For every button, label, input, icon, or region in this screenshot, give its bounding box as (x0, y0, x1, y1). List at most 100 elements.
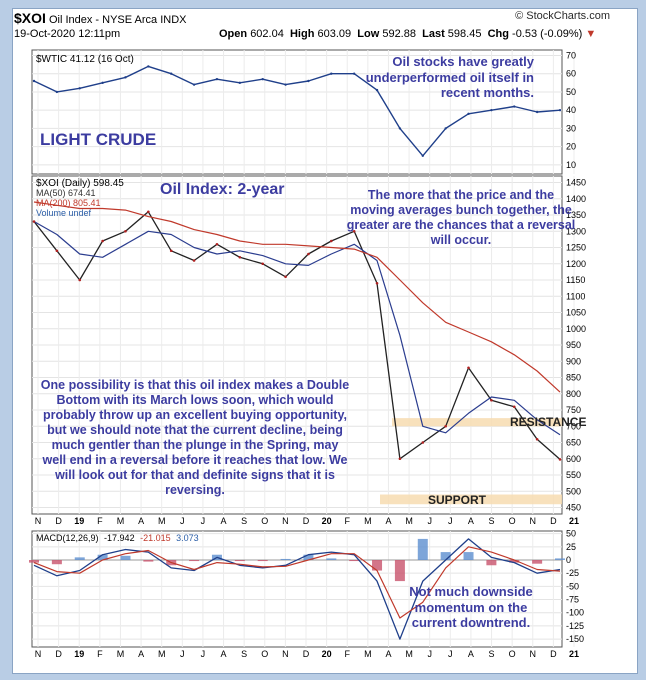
wtic-point (78, 87, 81, 90)
x-tick-label: A (138, 516, 144, 526)
wtic-point (284, 83, 287, 86)
x-tick-label: M (364, 516, 372, 526)
x-tick-label: O (509, 649, 516, 659)
y-tick-label: -25 (566, 568, 579, 578)
y-tick-label: -100 (566, 608, 584, 618)
wtic-point (558, 108, 562, 112)
y-tick-label: -125 (566, 621, 584, 631)
wtic-point (467, 112, 470, 116)
wtic-point (513, 105, 516, 108)
x-tick-label: 19 (74, 516, 84, 526)
macd-histogram-bar (257, 560, 268, 562)
support-label: SUPPORT (428, 493, 487, 507)
xoi-point (192, 259, 196, 262)
xoi-point (55, 249, 59, 253)
xoi-point (490, 398, 493, 402)
datetime: 19-Oct-2020 12:11pm (14, 28, 121, 40)
x-tick-label: F (344, 516, 350, 526)
xoi-point (512, 405, 516, 409)
x-tick-label: O (261, 649, 268, 659)
macd-histogram-bar (394, 560, 405, 582)
xoi-point (444, 424, 447, 428)
wtic-point (147, 65, 150, 68)
source-label[interactable]: © StockCharts.com (515, 10, 610, 22)
y-tick-label: 50 (566, 87, 576, 97)
double-bottom-note: One possibility is that this oil index m… (40, 378, 350, 497)
y-tick-label: 550 (566, 470, 581, 480)
quote-row: 19-Oct-2020 12:11pm Open 602.04 High 603… (14, 28, 614, 40)
wtic-point (238, 81, 242, 85)
wtic-point (444, 127, 447, 130)
x-tick-label: 20 (322, 516, 332, 526)
x-tick-label: A (468, 649, 474, 659)
xoi-point (375, 281, 379, 285)
macd-histogram-bar (349, 560, 360, 562)
x-tick-label: S (241, 516, 247, 526)
xoi-point (261, 262, 264, 266)
xoi-point (398, 457, 402, 461)
y-tick-label: 850 (566, 373, 581, 383)
x-tick-label: D (550, 516, 557, 526)
x-tick-label: A (221, 649, 227, 659)
bunch-note: The more that the price and the moving a… (346, 188, 576, 247)
wtic-point (215, 77, 219, 81)
wtic-line (33, 65, 561, 157)
macd-histogram-bar (486, 560, 497, 566)
y-tick-label: 1100 (566, 291, 585, 301)
symbol: $XOI (14, 10, 46, 26)
macd-histogram-bar (532, 560, 543, 564)
resistance-label: RESISTANCE (510, 415, 587, 429)
xoi-point (101, 239, 104, 243)
x-tick-label: 19 (74, 649, 84, 659)
y-tick-label: 0 (566, 555, 571, 565)
ma50-legend: MA(50) 674.41 (36, 188, 96, 198)
xoi-point (535, 437, 539, 441)
wtic-point (32, 79, 36, 83)
x-tick-label: N (530, 649, 537, 659)
y-tick-label: -150 (566, 634, 584, 644)
y-tick-label: 1250 (566, 243, 586, 253)
wtic-point (375, 88, 379, 92)
macd-histogram-bar (463, 552, 474, 560)
x-tick-label: M (405, 649, 413, 659)
y-tick-label: 60 (566, 69, 576, 79)
y-tick-label: 750 (566, 405, 581, 415)
x-tick-label: J (427, 516, 432, 526)
x-tick-label: A (385, 516, 391, 526)
xoi-point (238, 255, 242, 259)
signal-line (33, 546, 561, 619)
x-tick-label: D (303, 516, 310, 526)
x-tick-label: A (385, 649, 391, 659)
y-tick-label: 450 (566, 503, 581, 513)
x-tick-label: A (221, 516, 227, 526)
y-tick-label: 950 (566, 340, 581, 350)
xoi-point (307, 252, 310, 256)
x-tick-label: N (282, 516, 289, 526)
x-tick-label: A (468, 516, 474, 526)
x-tick-label: M (117, 516, 125, 526)
xoi-point (352, 229, 356, 233)
x-tick-label: F (344, 649, 350, 659)
macd-histogram-bar (326, 558, 337, 560)
x-tick-label: F (97, 516, 103, 526)
oil-underperform-note: Oil stocks have greatly underperformed o… (365, 54, 534, 101)
volume-legend: Volume undef (36, 208, 92, 218)
momentum-note: Not much downside momentum on the curren… (409, 584, 533, 631)
xoi-price-line (33, 211, 561, 460)
y-tick-label: 1400 (566, 194, 586, 204)
x-tick-label: D (55, 649, 62, 659)
x-tick-label: M (158, 516, 166, 526)
y-tick-label: 20 (566, 142, 576, 152)
x-tick-label: D (55, 516, 62, 526)
wtic-point (398, 127, 402, 130)
macd-histogram-bar (509, 560, 520, 563)
y-tick-label: 1200 (566, 259, 586, 269)
macd-histogram-bar (417, 538, 428, 560)
macd-histogram-bar (143, 560, 154, 562)
y-tick-label: 600 (566, 454, 581, 464)
xoi-point (284, 275, 287, 279)
x-tick-label: J (201, 649, 206, 659)
wtic-legend: $WTIC 41.12 (16 Oct) (36, 54, 134, 65)
x-tick-label: J (180, 649, 185, 659)
x-tick-label: 21 (569, 516, 579, 526)
